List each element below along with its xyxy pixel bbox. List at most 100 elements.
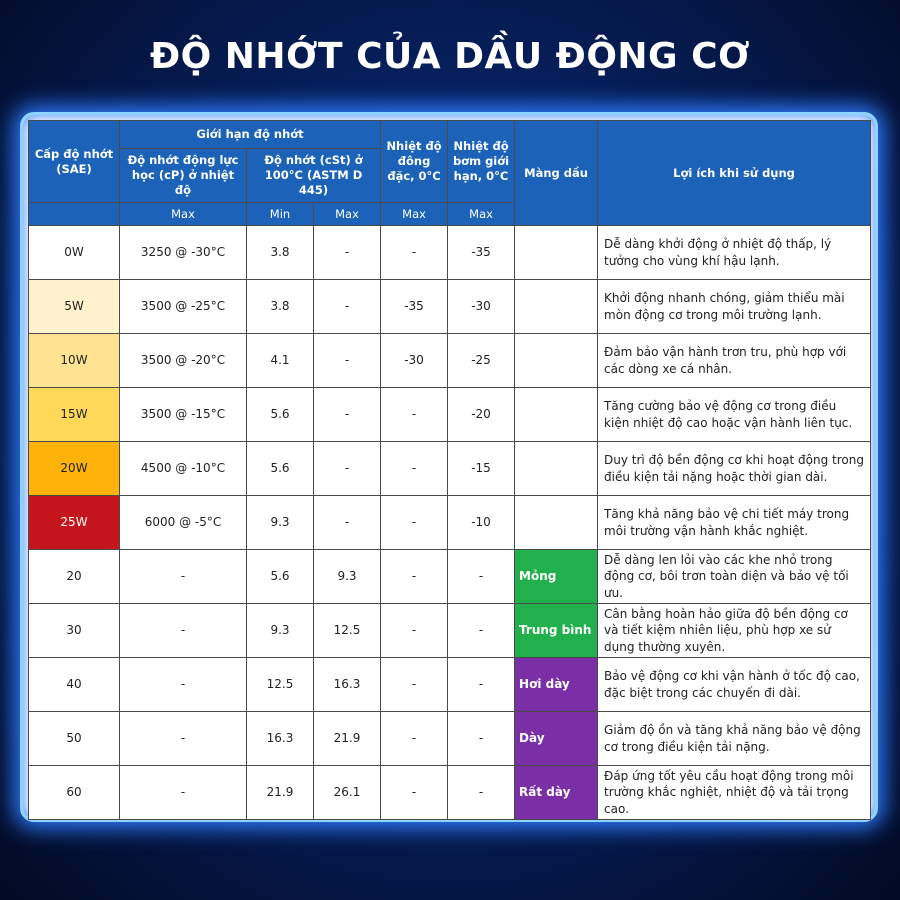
cell: -15	[447, 441, 516, 496]
sub-header-cell: Max	[380, 202, 449, 226]
cell: 5.6	[246, 441, 314, 496]
benefit-cell: Tăng cường bảo vệ động cơ trong điều kiệ…	[597, 387, 872, 442]
cell: 21.9	[246, 765, 314, 820]
film-cell	[514, 495, 599, 550]
cell: -	[447, 657, 516, 712]
header-cell: Nhiệt độ bơm giới hạn, 0°C	[447, 120, 516, 203]
cell: 9.3	[312, 549, 382, 604]
cell: -	[119, 711, 247, 766]
benefit-cell: Đảm bảo vận hành trơn tru, phù hợp với c…	[597, 333, 872, 388]
cell: 21.9	[312, 711, 382, 766]
cell: 25W	[28, 495, 120, 550]
cell: 4.1	[246, 333, 314, 388]
title: ĐỘ NHỚT CỦA DẦU ĐỘNG CƠ	[150, 36, 750, 77]
cell: -	[447, 765, 516, 820]
cell: -	[119, 657, 247, 712]
cell: -	[380, 603, 449, 658]
cell: -	[380, 225, 449, 280]
table-row: 30-9.3 12.5- - Trung bình Cân bằng hoàn hảo …	[28, 603, 872, 658]
benefit-cell: Duy trì độ bền động cơ khi hoạt động tro…	[597, 441, 872, 496]
cell: 3500 @ -20°C	[119, 333, 247, 388]
cell: 3500 @ -15°C	[119, 387, 247, 442]
sub-header-cell: Max	[447, 202, 516, 226]
cell: -10	[447, 495, 516, 550]
cell: -30	[447, 279, 516, 334]
table-row: 0W 3250 @ -30°C 3.8- - -35 Dễ dàng khởi động …	[28, 225, 872, 280]
table-row: 20-5.6 9.3- - Mỏng Dễ dàng len lỏi vào các k…	[28, 549, 872, 604]
cell: 20W	[28, 441, 120, 496]
header-cell: Màng dầu	[514, 120, 599, 226]
cell: 4500 @ -10°C	[119, 441, 247, 496]
cell: 3.8	[246, 225, 314, 280]
sub-header-cell: Min	[246, 202, 314, 226]
cell: 5.6	[246, 549, 314, 604]
cell: 3500 @ -25°C	[119, 279, 247, 334]
benefit-cell: Giảm độ ồn và tăng khả năng bảo vệ động …	[597, 711, 872, 766]
cell: -	[119, 603, 247, 658]
film-cell	[514, 279, 599, 334]
header-cell	[28, 202, 120, 226]
film-cell: Mỏng	[514, 549, 599, 604]
cell: -	[380, 549, 449, 604]
cell: -	[312, 279, 382, 334]
header-cell: Độ nhớt (cSt) ở 100°C (ASTM D 445)	[245, 148, 382, 203]
cell: -	[447, 711, 516, 766]
cell: -	[380, 765, 449, 820]
cell: 5W	[28, 279, 120, 334]
benefit-cell: Khởi động nhanh chóng, giảm thiểu mài mò…	[597, 279, 872, 334]
cell: -	[380, 441, 449, 496]
film-cell: Rất dày	[514, 765, 599, 820]
cell: 10W	[28, 333, 120, 388]
cell: -	[447, 603, 516, 658]
benefit-cell: Tăng khả năng bảo vệ chi tiết máy trong …	[597, 495, 872, 550]
cell: -	[312, 333, 382, 388]
cell: 6000 @ -5°C	[119, 495, 247, 550]
cell: 5.6	[246, 387, 314, 442]
header-cell: Độ nhớt động lực học (cP) ở nhiệt độ	[119, 148, 247, 203]
cell: -	[312, 387, 382, 442]
cell: 30	[28, 603, 120, 658]
cell: 15W	[28, 387, 120, 442]
table-row: 40-12.5 16.3- - Hơi dày Bảo vệ động cơ khi v…	[28, 657, 872, 712]
film-cell	[514, 441, 599, 496]
benefit-cell: Đáp ứng tốt yêu cầu hoạt động trong môi …	[597, 765, 872, 820]
cell: 26.1	[312, 765, 382, 820]
film-cell	[514, 387, 599, 442]
table-row: 5W 3500 @ -25°C 3.8- -35 -30 Khởi động nhanh …	[28, 279, 872, 334]
table-row: 15W 3500 @ -15°C 5.6- - -20 Tăng cường bảo vệ…	[28, 387, 872, 442]
film-cell	[514, 333, 599, 388]
cell: -20	[447, 387, 516, 442]
cell: -25	[447, 333, 516, 388]
cell: 16.3	[246, 711, 314, 766]
cell: 0W	[28, 225, 120, 280]
table-row: 50-16.3 21.9- - Dày Giảm độ ồn và tăng khả n…	[28, 711, 872, 766]
cell: -	[312, 495, 382, 550]
header-cell: Nhiệt độ đông đặc, 0°C	[380, 120, 449, 203]
cell: -	[312, 225, 382, 280]
table-row: 25W 6000 @ -5°C 9.3- - -10 Tăng khả năng bảo …	[28, 495, 872, 550]
film-cell: Trung bình	[514, 603, 599, 658]
cell: 40	[28, 657, 120, 712]
header-cell: Cấp độ nhớt (SAE)	[28, 120, 120, 203]
film-cell: Dày	[514, 711, 599, 766]
cell: -	[380, 657, 449, 712]
benefit-cell: Cân bằng hoàn hảo giữa độ bền động cơ và…	[597, 603, 872, 658]
sub-header-cell: Max	[119, 202, 247, 226]
cell: -	[119, 765, 247, 820]
cell: 12.5	[312, 603, 382, 658]
cell: -35	[380, 279, 449, 334]
table-row: 60-21.9 26.1- - Rất dày Đáp ứng tốt yêu cầu …	[28, 765, 872, 820]
cell: -	[312, 441, 382, 496]
cell: -	[380, 387, 449, 442]
sub-header-cell: Max	[312, 202, 382, 226]
cell: -	[447, 549, 516, 604]
table-row: 20W 4500 @ -10°C 5.6- - -15 Duy trì độ bền độ…	[28, 441, 872, 496]
header-cell: Giới hạn độ nhớt	[118, 120, 382, 149]
cell: 9.3	[246, 495, 314, 550]
cell: 60	[28, 765, 120, 820]
header-cell: Lợi ích khi sử dụng	[597, 120, 872, 226]
cell: -	[119, 549, 247, 604]
cell: -35	[447, 225, 516, 280]
cell: 3250 @ -30°C	[119, 225, 247, 280]
